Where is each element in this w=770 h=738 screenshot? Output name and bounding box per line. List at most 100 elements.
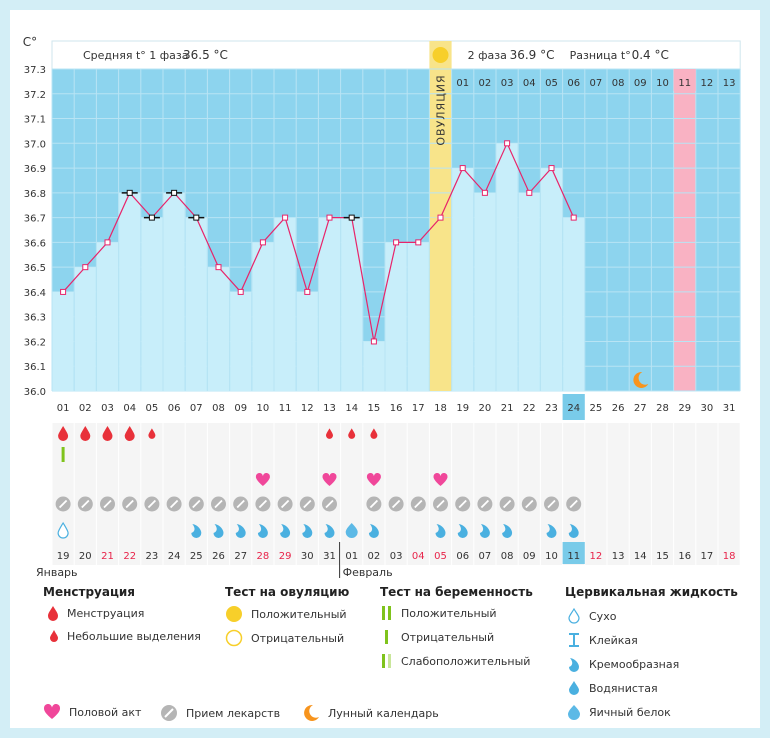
cycle-day-label: 01: [57, 403, 70, 414]
calendar-date-label: 06: [456, 551, 469, 562]
pill-stripe: [569, 499, 578, 509]
temperature-point: [304, 288, 311, 295]
phase2-label: 2 фаза: [468, 49, 507, 62]
calendar-date-label: 14: [634, 551, 647, 562]
ovulation-sun-icon: [432, 47, 449, 63]
calendar-date-label: 07: [479, 551, 492, 562]
creamy-icon: [546, 524, 557, 538]
cycle-day-label: 07: [190, 403, 203, 414]
menstruation-drop-icon: [326, 428, 333, 439]
legend-intercourse-label: Половой акт: [69, 705, 142, 719]
legend-pregnancy-negative-label: Отрицательный: [401, 630, 495, 644]
calendar-date-label: 01: [345, 551, 358, 562]
events-area: [52, 423, 741, 565]
temperature-point: [237, 288, 244, 295]
temperature-bar: [74, 267, 96, 391]
legend-pregnancy-title: Тест на беременность: [380, 585, 533, 599]
legend-menstruation: Менструация: [47, 605, 144, 621]
calendar-date-label: 13: [612, 551, 625, 562]
header-band: [51, 40, 741, 70]
calendar-date-label: 20: [79, 551, 92, 562]
phase2-day-label: 05: [545, 78, 558, 89]
legend-pregnancy-weak-label: Слабоположительный: [401, 654, 531, 668]
phase2-day-label: 02: [479, 78, 492, 89]
temperature-bar: [518, 192, 540, 391]
legend-pregnancy-positive: Положительный: [381, 605, 497, 621]
cycle-day-label: 31: [723, 403, 736, 414]
cycle-day-label: 05: [146, 403, 159, 414]
month-label-february: Февраль: [343, 566, 393, 579]
calendar-date-label: 26: [212, 551, 225, 562]
temperature-bar: [318, 217, 341, 391]
calendar-date-label: 05: [434, 551, 447, 562]
legend-moon: Лунный календарь: [302, 704, 439, 722]
phase2-day-label: 03: [501, 78, 514, 89]
phase2-day-highlight: [673, 69, 696, 91]
temperature-point: [148, 214, 155, 221]
creamy-icon: [213, 524, 224, 538]
pill-stripe: [525, 499, 534, 509]
legend-cervical-sticky: Клейкая: [567, 632, 638, 648]
calendar-date-label: 27: [234, 551, 247, 562]
temperature-bar: [563, 217, 585, 391]
pill-stripe: [103, 499, 112, 509]
calendar-date-label: 12: [590, 551, 603, 562]
creamy-icon: [235, 524, 246, 538]
pill-stripe: [280, 499, 290, 509]
legend-ovulation-negative-label: Отрицательный: [251, 631, 345, 645]
legend-pregnancy-positive-label: Положительный: [401, 606, 497, 620]
cycle-day-label: 10: [257, 403, 270, 414]
temperature-bar: [163, 192, 185, 391]
legend-pregnancy-negative: Отрицательный: [381, 629, 494, 645]
menstruation-drop-icon: [370, 428, 378, 439]
pregnancy-test-icon: [61, 447, 65, 462]
cycle-day-label: 09: [234, 403, 247, 414]
calendar-date-label: 09: [523, 551, 536, 562]
creamy-icon: [502, 524, 513, 538]
pill-stripe: [169, 499, 179, 509]
legend-cervical-eggwhite: Яичный белок: [567, 704, 671, 720]
cycle-day-label: 08: [212, 403, 225, 414]
temperature-point: [259, 239, 266, 246]
cycle-day-label: 15: [368, 403, 381, 414]
temperature-bar: [296, 291, 318, 391]
legend-cervical-dry: Сухо: [567, 608, 616, 624]
cycle-day-label: 06: [168, 403, 181, 414]
small-drop-icon: [50, 630, 58, 642]
heart-icon: [43, 704, 61, 719]
phase2-day-label: 13: [723, 78, 736, 89]
phase2-day-label: 04: [523, 78, 536, 89]
watery-drop-icon: [569, 681, 579, 695]
heart-icon: [366, 472, 381, 486]
calendar-date-label: 28: [257, 551, 270, 562]
legend-ovulation-title: Тест на овуляцию: [225, 585, 350, 599]
month-label-january: Январь: [36, 566, 78, 579]
creamy-icon: [435, 524, 446, 538]
pill-stripe: [480, 499, 490, 509]
phase2-day-label: 10: [656, 78, 669, 89]
y-tick-label: 36.8: [24, 189, 46, 200]
temperature-line: [62, 141, 575, 342]
legend-moon-label: Лунный календарь: [328, 706, 439, 720]
cycle-day-label: 03: [101, 403, 114, 414]
legend-cervical-sticky-label: Клейкая: [589, 633, 638, 647]
legend-ovulation-positive: Положительный: [225, 605, 347, 623]
cycle-day-label: 18: [434, 403, 447, 414]
cycle-day-label: 26: [612, 403, 625, 414]
temperature-point: [171, 189, 178, 196]
y-tick-label: 36.3: [24, 313, 46, 324]
temperature-bar: [141, 217, 163, 391]
phase1-value: 36.5 °С: [183, 48, 228, 62]
legend-menstruation-title: Менструация: [43, 585, 135, 599]
temperature-point: [282, 214, 289, 221]
legend-menstruation-label: Менструация: [67, 606, 145, 620]
phase2-day-label: 09: [634, 78, 647, 89]
ovulation-label: ОВУЛЯЦИЯ: [435, 74, 448, 145]
menstruation-drop-icon: [124, 426, 135, 442]
temperature-point: [459, 165, 466, 172]
calendar-date-label: 29: [279, 551, 292, 562]
cycle-day-label: 11: [279, 403, 292, 414]
calendar-date-label: 16: [678, 551, 691, 562]
pill-stripe: [192, 499, 201, 509]
calendar-date-label: 24: [168, 551, 181, 562]
